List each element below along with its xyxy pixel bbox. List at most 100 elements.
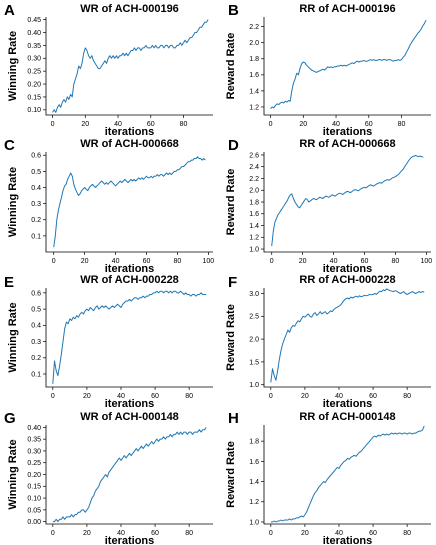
y-tick-label: 0.6 (31, 290, 41, 297)
x-axis-label: iterations (323, 126, 373, 138)
x-axis-label: iterations (105, 126, 155, 138)
y-tick-label: 0.5 (31, 306, 41, 313)
axis-spines (45, 152, 213, 253)
y-tick-label: 1.4 (249, 223, 259, 230)
x-tick-label: 40 (117, 393, 125, 400)
axis-spines (263, 288, 431, 388)
x-tick-label: 80 (174, 258, 182, 265)
panel-letter: D (228, 137, 239, 154)
y-tick-label: 0.5 (31, 169, 41, 176)
panel-title: WR of ACH-000228 (80, 274, 179, 286)
y-tick-label: 0.00 (27, 519, 41, 526)
x-axis-label: iterations (323, 398, 373, 410)
y-tick-label: 2.0 (249, 336, 259, 343)
x-tick-label: 80 (180, 121, 188, 128)
series-line (52, 19, 209, 113)
x-tick-label: 0 (269, 530, 273, 537)
y-axis-label: Reward Rate (225, 304, 237, 371)
x-tick-label: 60 (143, 258, 151, 265)
x-tick-label: 20 (83, 530, 91, 537)
y-tick-label: 1.2 (249, 235, 259, 242)
x-tick-label: 0 (52, 258, 56, 265)
x-tick-label: 60 (151, 393, 159, 400)
y-tick-label: 1.4 (249, 88, 259, 95)
y-tick-label: 1.8 (249, 439, 259, 446)
y-tick-label: 0.2 (31, 217, 41, 224)
panel-title: WR of ACH-000148 (80, 411, 179, 423)
panel-letter: C (4, 137, 15, 154)
x-tick-label: 0 (51, 530, 55, 537)
x-tick-label: 60 (369, 393, 377, 400)
x-tick-label: 40 (330, 258, 338, 265)
panel-letter: H (228, 410, 239, 427)
y-tick-label: 1.0 (249, 519, 259, 526)
x-axis-label: iterations (323, 535, 373, 545)
x-tick-label: 20 (299, 258, 307, 265)
x-tick-label: 80 (403, 393, 411, 400)
panel-letter: B (228, 2, 239, 19)
y-tick-label: 0.4 (31, 323, 41, 330)
series-line (270, 288, 425, 383)
panel-letter: G (4, 410, 16, 427)
series-line (271, 155, 424, 247)
y-tick-label: 0.3 (31, 201, 41, 208)
x-tick-label: 80 (392, 258, 400, 265)
panel-title: RR of ACH-000148 (299, 411, 395, 423)
y-axis-label: Reward Rate (225, 441, 237, 508)
y-tick-label: 0.3 (31, 339, 41, 346)
y-tick-label: 0.1 (31, 233, 41, 240)
series-line (270, 425, 425, 523)
y-tick-label: 3.0 (249, 291, 259, 298)
x-tick-label: 60 (369, 530, 377, 537)
y-tick-label: 2.0 (249, 188, 259, 195)
x-tick-label: 40 (335, 530, 343, 537)
x-axis-label: iterations (323, 263, 373, 275)
series-line (270, 19, 427, 109)
y-tick-label: 2.0 (249, 40, 259, 47)
x-axis-label: iterations (105, 263, 155, 275)
x-tick-label: 40 (114, 121, 122, 128)
x-tick-label: 20 (301, 393, 309, 400)
axis-spines (263, 152, 431, 253)
axis-spines (263, 425, 431, 525)
x-tick-label: 20 (83, 393, 91, 400)
y-axis-label: Winning Rate (7, 167, 19, 237)
y-tick-label: 0.40 (27, 30, 41, 37)
x-tick-label: 80 (185, 393, 193, 400)
y-tick-label: 0.15 (27, 484, 41, 491)
x-tick-label: 0 (269, 121, 273, 128)
y-tick-label: 0.6 (31, 153, 41, 160)
axis-spines (45, 17, 213, 116)
y-tick-label: 0.15 (27, 94, 41, 101)
x-tick-label: 40 (332, 121, 340, 128)
y-axis-label: Winning Rate (7, 302, 19, 372)
series-line (53, 156, 206, 248)
y-tick-label: 1.2 (249, 499, 259, 506)
y-tick-label: 2.4 (249, 164, 259, 171)
x-tick-label: 0 (51, 393, 55, 400)
y-tick-label: 0.05 (27, 507, 41, 514)
x-tick-label: 60 (151, 530, 159, 537)
x-tick-label: 100 (421, 258, 433, 265)
x-tick-label: 60 (365, 121, 373, 128)
y-tick-label: 1.8 (249, 56, 259, 63)
x-tick-label: 20 (299, 121, 307, 128)
y-axis-label: Winning Rate (7, 31, 19, 101)
x-tick-label: 100 (203, 258, 215, 265)
y-tick-label: 0.2 (31, 355, 41, 362)
y-tick-label: 0.30 (27, 448, 41, 455)
y-tick-label: 1.8 (249, 199, 259, 206)
y-tick-label: 0.20 (27, 472, 41, 479)
y-tick-label: 0.25 (27, 460, 41, 467)
x-tick-label: 60 (147, 121, 155, 128)
y-tick-label: 0.45 (27, 17, 41, 24)
series-line (52, 427, 207, 523)
panel-letter: E (4, 274, 14, 291)
panel-letter: A (4, 2, 15, 19)
x-tick-label: 20 (301, 530, 309, 537)
x-tick-label: 20 (81, 121, 89, 128)
y-tick-label: 1.2 (249, 104, 259, 111)
y-tick-label: 1.0 (249, 382, 259, 389)
axis-spines (263, 17, 431, 116)
